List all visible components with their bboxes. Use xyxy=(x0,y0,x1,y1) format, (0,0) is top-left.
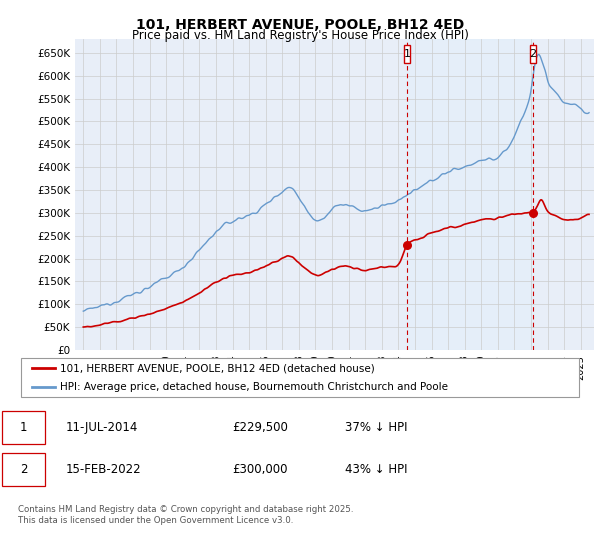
Text: 1: 1 xyxy=(20,421,28,434)
Text: 15-FEB-2022: 15-FEB-2022 xyxy=(66,463,142,476)
Text: 2: 2 xyxy=(529,49,536,59)
Text: £229,500: £229,500 xyxy=(232,421,288,434)
FancyBboxPatch shape xyxy=(404,45,410,63)
Text: 101, HERBERT AVENUE, POOLE, BH12 4ED: 101, HERBERT AVENUE, POOLE, BH12 4ED xyxy=(136,18,464,32)
Text: £300,000: £300,000 xyxy=(232,463,288,476)
Text: 37% ↓ HPI: 37% ↓ HPI xyxy=(345,421,407,434)
Text: HPI: Average price, detached house, Bournemouth Christchurch and Poole: HPI: Average price, detached house, Bour… xyxy=(60,382,448,393)
Text: 101, HERBERT AVENUE, POOLE, BH12 4ED (detached house): 101, HERBERT AVENUE, POOLE, BH12 4ED (de… xyxy=(60,363,375,373)
Text: 43% ↓ HPI: 43% ↓ HPI xyxy=(345,463,407,476)
Text: Price paid vs. HM Land Registry's House Price Index (HPI): Price paid vs. HM Land Registry's House … xyxy=(131,29,469,42)
Text: 2: 2 xyxy=(20,463,28,476)
FancyBboxPatch shape xyxy=(2,453,45,486)
Text: Contains HM Land Registry data © Crown copyright and database right 2025.
This d: Contains HM Land Registry data © Crown c… xyxy=(18,505,353,525)
Text: 11-JUL-2014: 11-JUL-2014 xyxy=(66,421,139,434)
FancyBboxPatch shape xyxy=(21,358,579,397)
FancyBboxPatch shape xyxy=(530,45,536,63)
Text: 1: 1 xyxy=(404,49,410,59)
Bar xyxy=(407,39,533,350)
FancyBboxPatch shape xyxy=(2,410,45,444)
Point xyxy=(528,208,538,217)
Point xyxy=(403,241,412,250)
